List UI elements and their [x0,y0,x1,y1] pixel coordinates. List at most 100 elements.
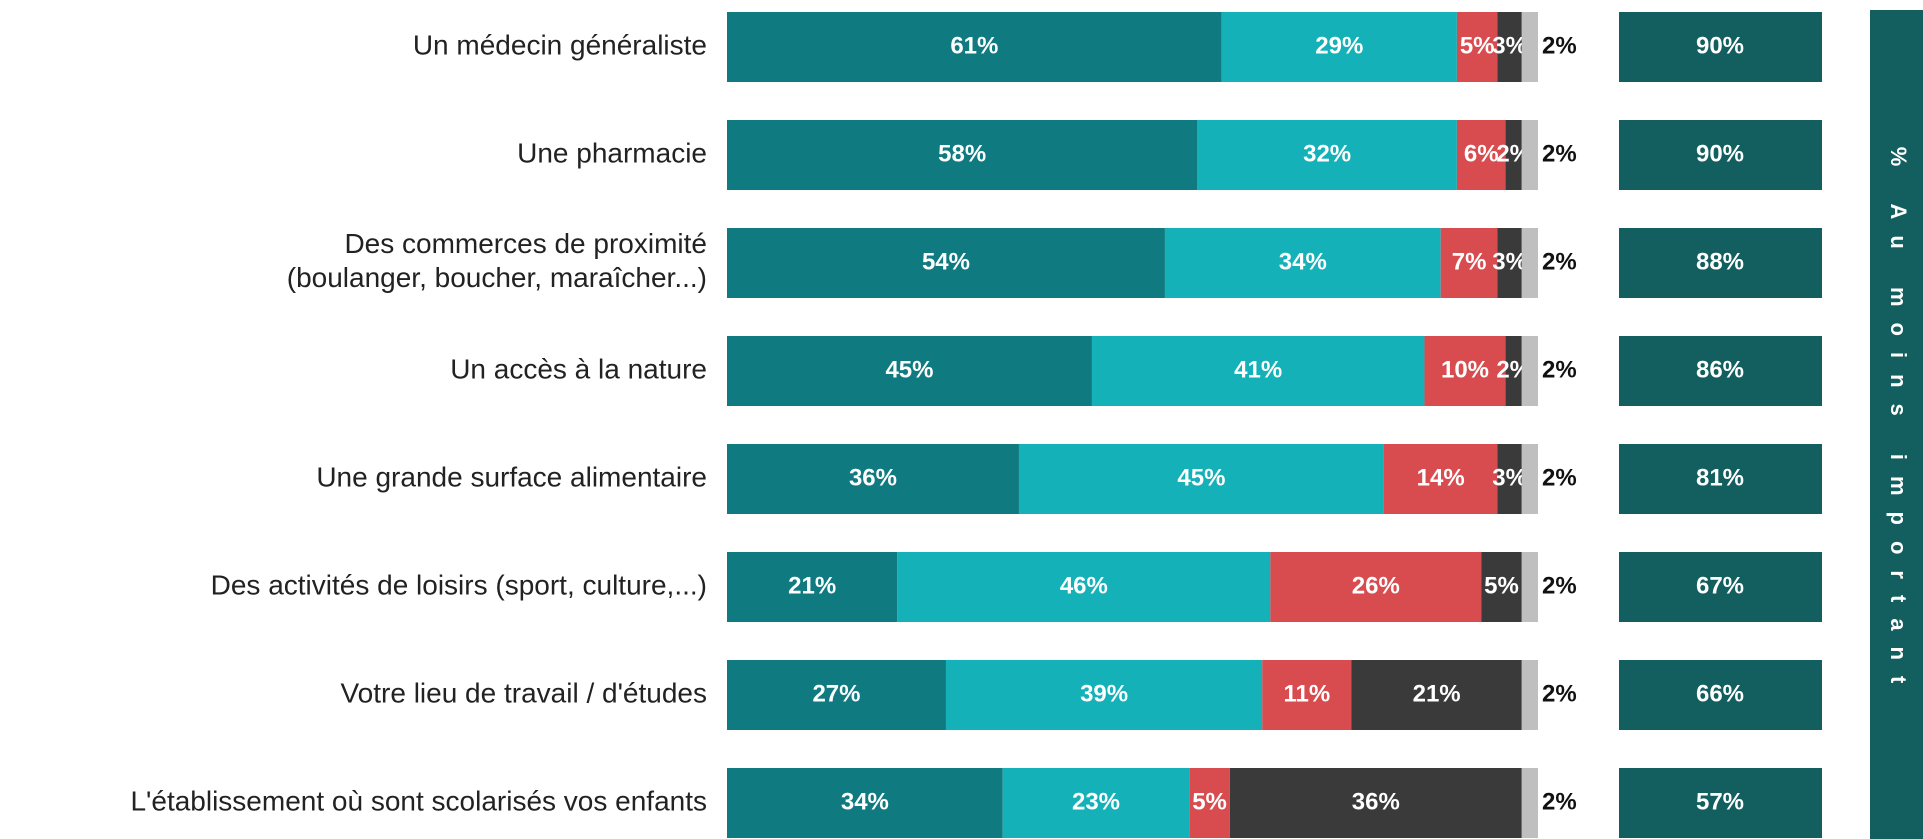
value-label: 21% [788,572,836,599]
bar-segment [1456,12,1498,82]
bar-segment [1521,552,1538,622]
bar-segment [1351,660,1522,730]
bar-segment [1002,768,1190,838]
value-label: 2% [1542,572,1577,599]
bar-segment [1197,120,1457,190]
value-label: 58% [938,140,986,167]
bar-segment [1018,444,1384,514]
bar-segment [1262,660,1352,730]
value-label: 36% [849,464,897,491]
bar-segment [1440,228,1498,298]
value-label: 2% [1542,788,1577,815]
total-box [1619,228,1822,298]
bar-segment [1521,768,1538,838]
value-label: 5% [1484,572,1519,599]
bar-segment [1521,336,1538,406]
total-label: 66% [1696,680,1744,707]
total-label: 90% [1696,140,1744,167]
value-label: 45% [1177,464,1225,491]
bar-segment [1521,660,1538,730]
bar-segment [1229,768,1522,838]
total-box [1619,552,1822,622]
category-label: Une grande surface alimentaire [316,461,707,492]
value-label: 2% [1542,140,1577,167]
bar-segment [945,660,1263,730]
total-label: 86% [1696,356,1744,383]
bar-segment [1424,336,1506,406]
value-label: 5% [1460,32,1495,59]
value-label: 61% [950,32,998,59]
value-label: 3% [1492,464,1527,491]
value-label: 36% [1352,788,1400,815]
category-label: Un accès à la nature [450,353,707,384]
bar-segment [1505,120,1522,190]
value-label: 39% [1080,680,1128,707]
value-label: 2% [1542,248,1577,275]
value-label: 11% [1284,680,1331,707]
total-box [1619,444,1822,514]
bar-segment [1270,552,1482,622]
bar-segment [727,552,898,622]
bar-segment [727,660,946,730]
category-label: Une pharmacie [517,137,707,168]
value-label: 54% [922,248,970,275]
category-label: Votre lieu de travail / d'études [341,677,707,708]
bar-segment [1189,768,1230,838]
total-box [1619,12,1822,82]
bar-segment [1521,444,1538,514]
bar-segment [1383,444,1498,514]
value-label: 23% [1072,788,1120,815]
total-box [1619,336,1822,406]
bar-segment [1497,12,1522,82]
bar-segment [727,12,1222,82]
value-label: 34% [1279,248,1327,275]
bar-segment [1497,444,1522,514]
value-label: 3% [1492,32,1527,59]
bar-segment [727,228,1165,298]
total-label: 67% [1696,572,1744,599]
value-label: 10% [1441,356,1489,383]
value-label: 27% [812,680,860,707]
value-label: 14% [1417,464,1465,491]
value-label: 2% [1542,32,1577,59]
category-label: Des activités de loisirs (sport, culture… [211,569,707,600]
total-box [1619,120,1822,190]
total-box [1619,768,1822,838]
bar-segment [1521,12,1538,82]
value-label: 26% [1352,572,1400,599]
value-label: 6% [1464,140,1499,167]
bar-segment [727,336,1092,406]
category-label: L'établissement où sont scolarisés vos e… [130,785,707,816]
value-label: 45% [885,356,933,383]
bar-segment [1497,228,1522,298]
total-label: 90% [1696,32,1744,59]
category-label: Un médecin généraliste [413,29,707,60]
bar-segment [727,120,1198,190]
value-label: 7% [1452,248,1487,275]
bar-segment [727,444,1019,514]
totals-title-box [1870,10,1923,839]
bar-segment [1521,120,1538,190]
value-label: 41% [1234,356,1282,383]
total-box [1619,660,1822,730]
value-label: 5% [1192,788,1227,815]
value-label: 2% [1542,464,1577,491]
bar-segment [727,768,1003,838]
value-label: 3% [1492,248,1527,275]
bar-segment [1221,12,1457,82]
bar-segment [897,552,1271,622]
value-label: 34% [841,788,889,815]
value-label: 2% [1542,356,1577,383]
bar-segment [1091,336,1425,406]
bar-segment [1521,228,1538,298]
value-label: 32% [1303,140,1351,167]
value-label: 46% [1060,572,1108,599]
bar-segment [1164,228,1441,298]
bar-segment [1481,552,1522,622]
total-label: 81% [1696,464,1744,491]
total-label: 57% [1696,788,1744,815]
total-label: 88% [1696,248,1744,275]
category-label: Des commerces de proximité (boulanger, bo… [287,228,707,293]
bar-segment [1456,120,1506,190]
